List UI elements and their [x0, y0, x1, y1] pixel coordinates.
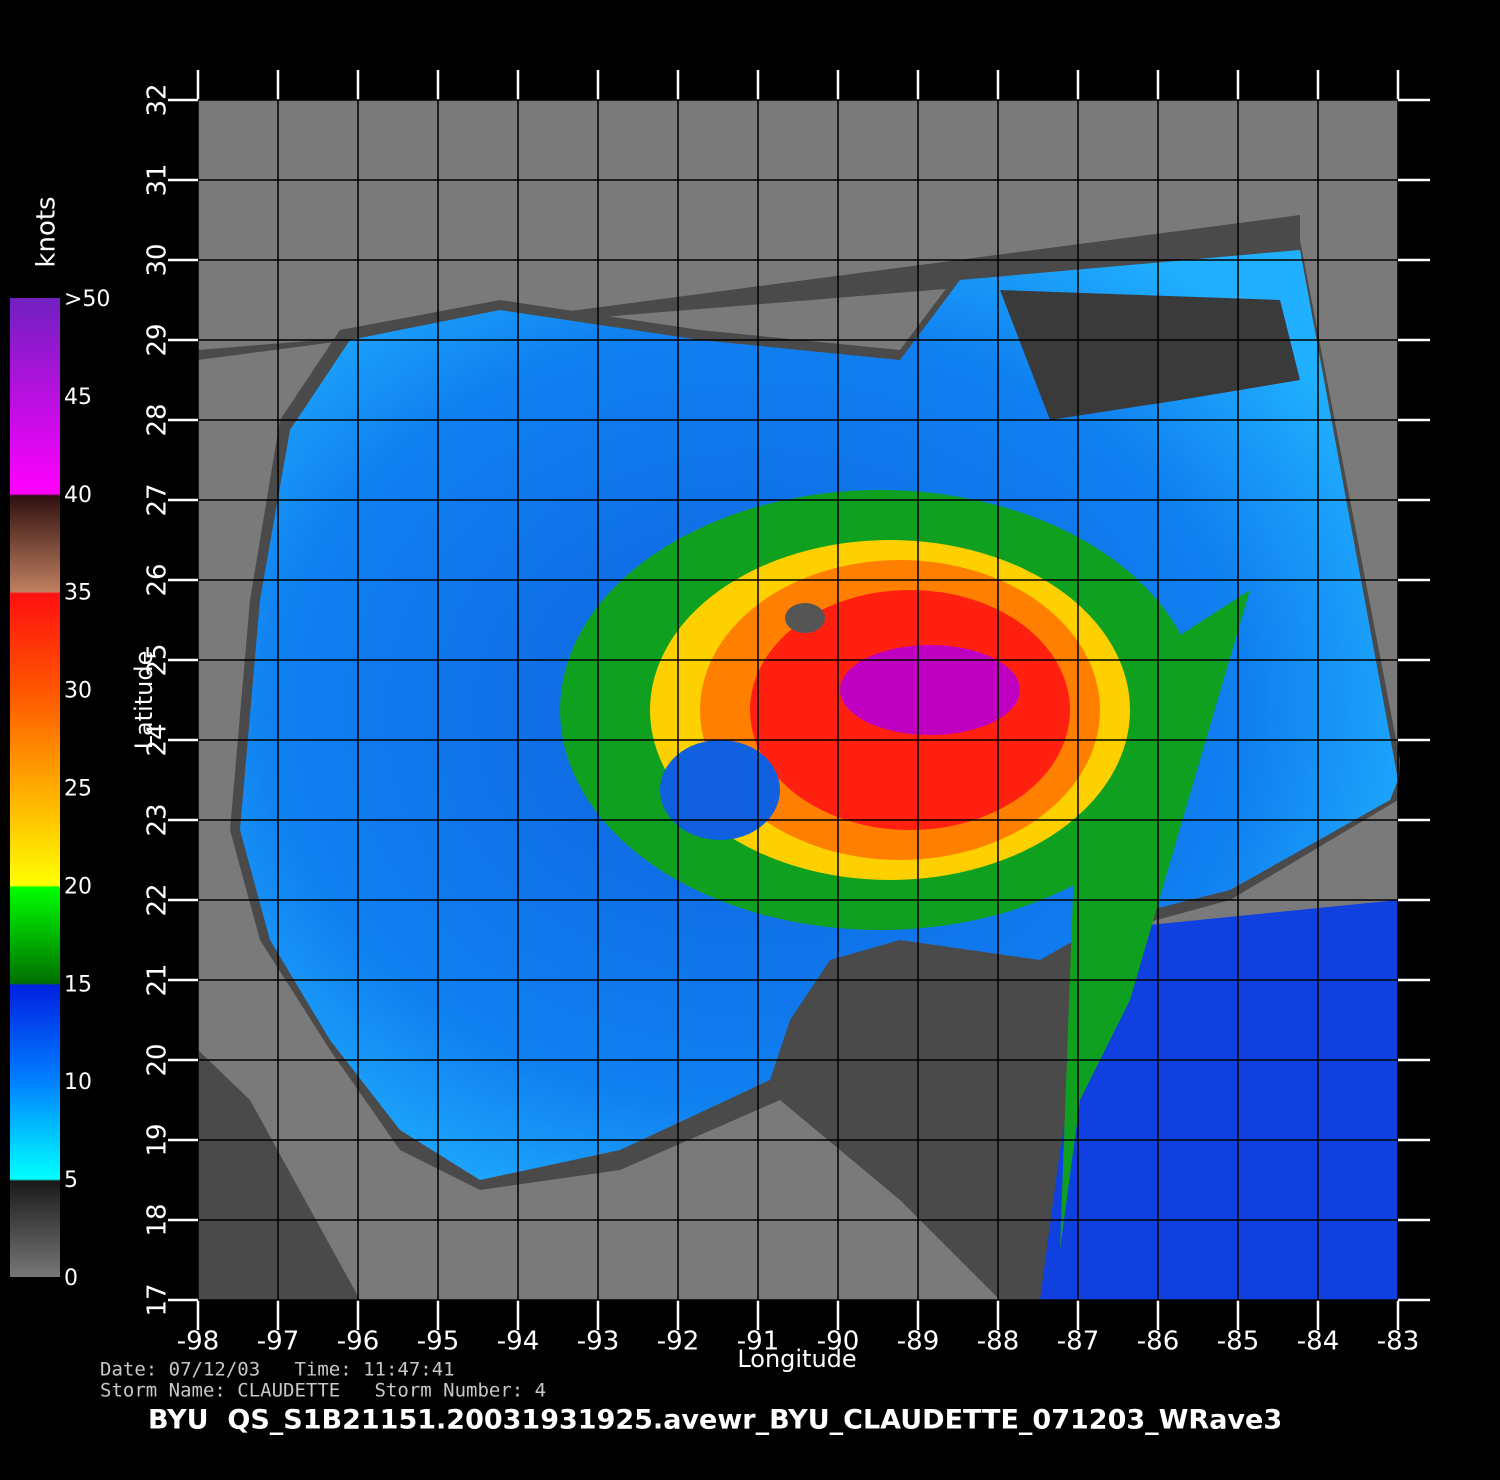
y-tick-label: 24: [143, 723, 173, 756]
x-tick-label: -92: [657, 1327, 699, 1357]
y-tick-label: 31: [143, 163, 173, 196]
date-line: Date: 07/12/03 Time: 11:47:41: [100, 1359, 455, 1381]
y-tick-label: 23: [143, 803, 173, 836]
colorbar-tick-label: 40: [64, 483, 92, 508]
storm-line: Storm Name: CLAUDETTE Storm Number: 4: [100, 1380, 546, 1402]
x-tick-label: -84: [1297, 1327, 1339, 1357]
colorbar: [10, 298, 60, 1277]
x-tick-label: -83: [1377, 1327, 1419, 1357]
y-axis-label: Latitude: [130, 651, 158, 750]
map-layout: [198, 100, 1400, 1300]
colorbar-tick-label: 25: [64, 777, 92, 802]
y-tick-label: 21: [143, 963, 173, 996]
title: BYU QS_S1B21151.20031931925.avewr_BYU_CL…: [148, 1405, 1282, 1436]
y-tick-label: 27: [143, 483, 173, 516]
x-axis-label: Longitude: [737, 1345, 856, 1373]
x-tick-label: -97: [257, 1327, 299, 1357]
y-tick-label: 19: [143, 1123, 173, 1156]
y-tick-label: 26: [143, 563, 173, 596]
y-tick-label: 28: [143, 403, 173, 436]
y-tick-label: 25: [143, 643, 173, 676]
y-tick-label: 22: [143, 883, 173, 916]
colorbar-title: knots: [32, 196, 62, 267]
x-tick-label: -90: [817, 1327, 859, 1357]
y-tick-label: 18: [143, 1203, 173, 1236]
colorbar-tick-label: >50: [64, 287, 110, 312]
y-tick-label: 32: [143, 83, 173, 116]
x-tick-label: -94: [497, 1327, 539, 1357]
x-tick-label: -98: [177, 1327, 219, 1357]
colorbar-tick-label: 10: [64, 1070, 92, 1095]
x-tick-label: -93: [577, 1327, 619, 1357]
x-tick-label: -96: [337, 1327, 379, 1357]
y-tick-label: 17: [143, 1283, 173, 1316]
x-tick-label: -85: [1217, 1327, 1259, 1357]
colorbar-tick-label: 30: [64, 679, 92, 704]
colorbar-tick-label: 45: [64, 385, 92, 410]
colorbar-tick-label: 20: [64, 874, 92, 899]
colorbar-tick-label: 35: [64, 581, 92, 606]
y-tick-label: 29: [143, 323, 173, 356]
y-tick-label: 20: [143, 1043, 173, 1076]
x-tick-label: -95: [417, 1327, 459, 1357]
colorbar-tick-label: 15: [64, 972, 92, 997]
colorbar-tick-label: 5: [64, 1168, 78, 1193]
x-tick-label: -91: [737, 1327, 779, 1357]
colorbar-tick-label: 0: [64, 1266, 78, 1291]
x-tick-label: -86: [1137, 1327, 1179, 1357]
y-tick-label: 30: [143, 243, 173, 276]
x-tick-label: -89: [897, 1327, 939, 1357]
axes: -98 -97 -96 -95 -94 -93 -92 -91 -90 -89 -88 -87 -86 -…: [10, 70, 1430, 1357]
x-tick-label: -88: [977, 1327, 1019, 1357]
x-tick-label: -87: [1057, 1327, 1099, 1357]
